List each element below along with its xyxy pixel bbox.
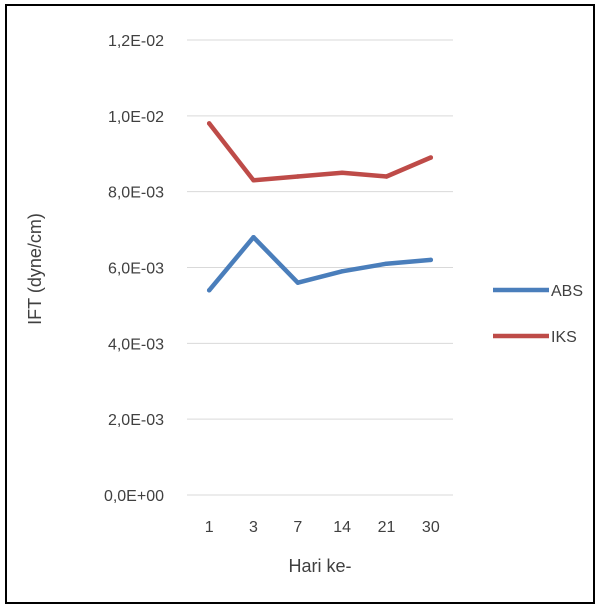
legend-label-iks: IKS [551,329,577,346]
series-line-abs [206,234,434,293]
data-point-abs [339,269,345,274]
series-line-iks [206,121,434,183]
x-tick-label: 21 [378,519,396,536]
series-lines [206,121,434,293]
y-tick-label: 1,0E-02 [108,109,164,126]
data-point-abs [384,261,389,266]
y-tick-label: 8,0E-03 [108,185,164,202]
gridlines [187,39,453,496]
data-point-abs [428,257,434,263]
x-tick-label: 1 [205,519,214,536]
y-tick-label: 2,0E-03 [108,412,164,429]
x-axis-title: Hari ke- [288,556,351,576]
x-tick-label: 7 [293,519,302,536]
y-axis-title: IFT (dyne/cm) [25,213,45,325]
legend: ABS IKS [493,283,583,346]
x-tick-label: 14 [333,519,351,536]
y-tick-label: 4,0E-03 [108,336,164,353]
x-tick-label: 30 [422,519,440,536]
y-axis-tick-labels: 0,0E+00 2,0E-03 4,0E-03 6,0E-03 8,0E-03 1,0E-… [104,33,164,505]
data-point-iks [295,174,301,179]
legend-label-abs: ABS [551,283,583,300]
y-tick-label: 1,2E-02 [108,33,164,50]
data-point-iks [251,178,256,183]
chart-frame [5,4,595,604]
data-point-abs [251,234,256,240]
data-point-abs [295,280,301,285]
x-tick-label: 3 [249,519,258,536]
data-point-abs [206,288,212,293]
x-axis-tick-labels: 1 3 7 14 21 30 [205,519,440,536]
data-point-iks [428,155,434,160]
data-point-iks [339,170,345,175]
y-tick-label: 0,0E+00 [104,488,164,505]
data-point-iks [384,174,389,179]
y-tick-label: 6,0E-03 [108,261,164,278]
data-point-iks [206,121,212,126]
